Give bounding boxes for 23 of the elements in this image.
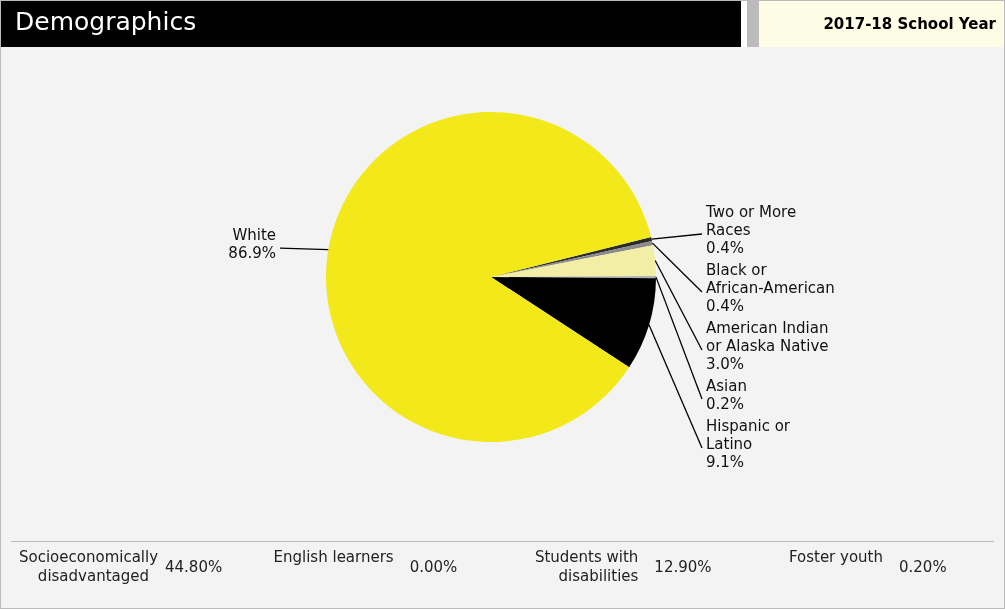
text: Students with disabilities: [533, 548, 640, 586]
text: Foster youth: [787, 548, 884, 568]
text: 0.20%: [898, 557, 948, 578]
text: 44.80%: [164, 557, 224, 578]
slice-label: Hispanic or Latino: [706, 417, 791, 453]
data-label: 0.4%: [706, 297, 745, 315]
data-label: 0.4%: [706, 239, 745, 257]
text: 12.90%: [653, 557, 713, 578]
pie-slice: [326, 112, 652, 442]
text: English learners: [272, 548, 395, 568]
slice-label: Black or African-American: [706, 261, 835, 297]
slice-label: American Indian or Alaska Native: [706, 319, 829, 355]
chart-title: Demographics: [1, 1, 741, 47]
data-label: 0.2%: [706, 395, 745, 413]
text: 2017-18 School Year: [759, 1, 1004, 47]
slice-label: White: [232, 226, 276, 245]
data-label: 9.1%: [706, 453, 745, 471]
slice-label: Two or More Races: [705, 203, 797, 239]
data-label: 86.9%: [228, 244, 276, 263]
text: Socioeconomically disadvantaged: [18, 548, 159, 586]
slice-label: Asian: [706, 377, 747, 395]
text: 0.00%: [408, 557, 459, 578]
data-label: 3.0%: [706, 355, 745, 373]
